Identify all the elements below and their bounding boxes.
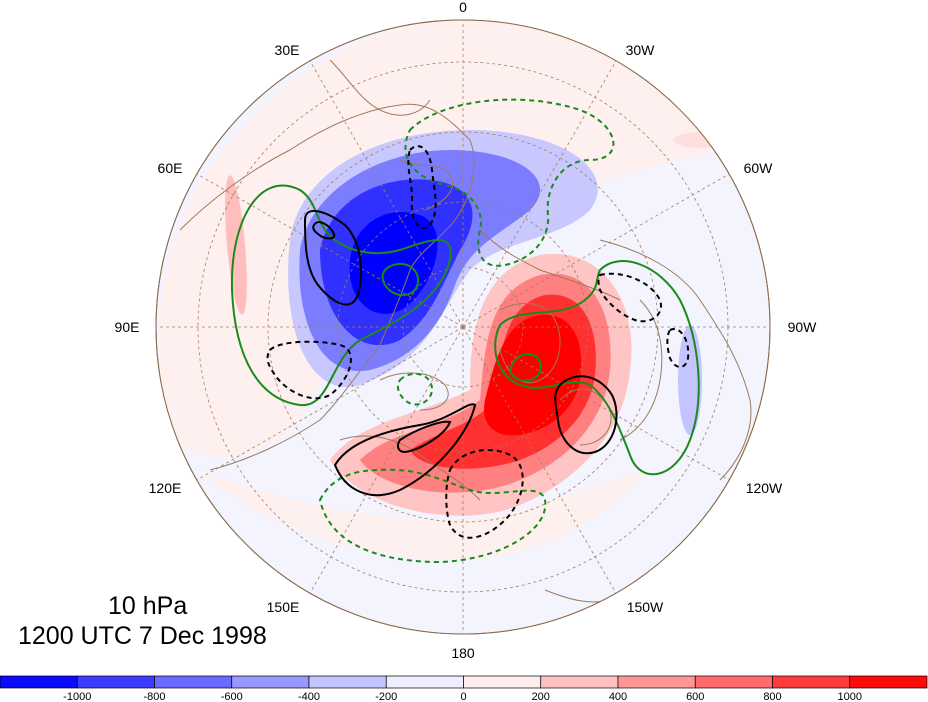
- title-timestamp: 1200 UTC 7 Dec 1998: [18, 622, 267, 650]
- lon-label-90e: 90E: [115, 319, 140, 335]
- colorbar-tick-label: 1000: [838, 691, 862, 702]
- black-dashed-contours: [266, 145, 690, 539]
- lon-label-120w: 120W: [746, 480, 783, 496]
- colorbar-box: [540, 675, 619, 689]
- colorbar-tick-label: -200: [375, 691, 397, 702]
- lon-label-30w: 30W: [626, 42, 656, 58]
- colorbar-tick-label: 0: [460, 691, 466, 702]
- lon-label-60w: 60W: [744, 160, 774, 176]
- lon-label-60e: 60E: [158, 160, 183, 176]
- longitude-labels: 0 30W 60W 90W 120W 150W 180 150E 120E 90…: [115, 0, 818, 661]
- lon-label-180: 180: [451, 645, 475, 661]
- colorbar-box: [308, 675, 387, 689]
- colorbar-tick-label: -1000: [63, 691, 91, 702]
- colorbar-boxes: [0, 675, 928, 689]
- lon-label-150e: 150E: [267, 599, 300, 615]
- lon-label-90w: 90W: [788, 319, 818, 335]
- colorbar-box: [463, 675, 542, 689]
- title-pressure-level: 10 hPa: [108, 592, 188, 620]
- colorbar-labels: -1000 -800 -600 -400 -200 0 200 400 600 800 1000: [63, 691, 862, 702]
- colorbar-box: [231, 675, 310, 689]
- green-contours: [230, 184, 700, 476]
- pale-positive-lower: [200, 470, 650, 560]
- colorbar-box: [617, 675, 696, 689]
- colorbar-box: [154, 675, 233, 689]
- pink-streak-east: [673, 132, 733, 148]
- colorbar-tick-label: 600: [686, 691, 704, 702]
- colorbar-box: [76, 675, 155, 689]
- colorbar-tick-label: -800: [143, 691, 165, 702]
- lon-label-120e: 120E: [149, 480, 182, 496]
- colorbar-tick-label: 200: [532, 691, 550, 702]
- lon-label-150w: 150W: [627, 599, 664, 615]
- colorbar-tick-label: 400: [609, 691, 627, 702]
- lon-label-0: 0: [459, 0, 467, 15]
- colorbar-box: [0, 675, 78, 689]
- map-outline: [155, 19, 771, 635]
- colorbar-tick-label: 800: [763, 691, 781, 702]
- map-fields: [156, 20, 770, 634]
- colorbar-box: [849, 675, 928, 689]
- colorbar: -1000 -800 -600 -400 -200 0 200 400 600 800 1000: [0, 675, 928, 702]
- colorbar-box: [694, 675, 773, 689]
- colorbar-box: [772, 675, 851, 689]
- graticule: [156, 20, 770, 634]
- colorbar-box: [385, 675, 464, 689]
- polar-map: 0 30W 60W 90W 120W 150W 180 150E 120E 90…: [115, 0, 818, 661]
- black-solid-contours: [303, 210, 618, 497]
- lon-label-30e: 30E: [275, 42, 300, 58]
- colorbar-tick-label: -600: [221, 691, 243, 702]
- green-dashed-contours: [318, 98, 615, 564]
- colorbar-tick-label: -400: [298, 691, 320, 702]
